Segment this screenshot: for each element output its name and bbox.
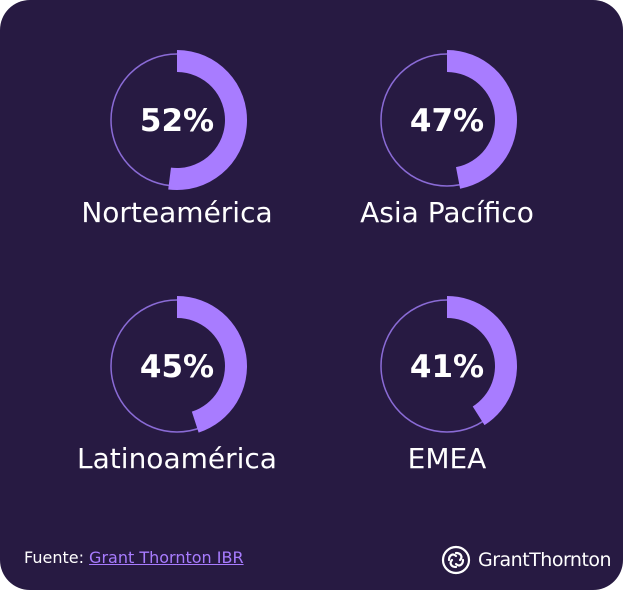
source-prefix: Fuente: [24, 548, 90, 567]
donut-chart: 45% [110, 296, 247, 433]
percentage-label: 45% [140, 349, 214, 385]
donut-arc-emea [447, 296, 517, 426]
source-link[interactable]: Grant Thornton IBR [89, 548, 244, 567]
source-note: Fuente: Grant Thornton IBR [24, 548, 244, 567]
region-gauge-latinoamerica: 45% Latinoamérica [27, 290, 327, 530]
brand-name: GrantThornton [478, 549, 612, 571]
donut-arc-norteamerica [168, 50, 248, 191]
grant-thornton-swirl-icon [441, 545, 471, 575]
region-gauge-asia-pacifico: 47% Asia Pacífico [297, 44, 597, 284]
donut-chart: 41% [380, 296, 517, 433]
donut-arc-asia-pacifico [447, 50, 517, 189]
percentage-label: 52% [140, 103, 214, 139]
region-gauge-norteamerica: 52% Norteamérica [27, 44, 327, 284]
percentage-label: 47% [410, 103, 484, 139]
region-label: Latinoamérica [77, 442, 277, 475]
region-label: EMEA [407, 442, 487, 475]
region-gauge-emea: 41% EMEA [297, 290, 597, 530]
donut-arc-latinoamerica [177, 296, 247, 433]
region-label: Norteamérica [81, 196, 273, 229]
percentage-label: 41% [410, 349, 484, 385]
brand-logo: GrantThornton [440, 540, 612, 580]
donut-chart: 52% [110, 50, 248, 191]
donut-chart: 47% [380, 50, 517, 189]
region-label: Asia Pacífico [360, 196, 534, 229]
